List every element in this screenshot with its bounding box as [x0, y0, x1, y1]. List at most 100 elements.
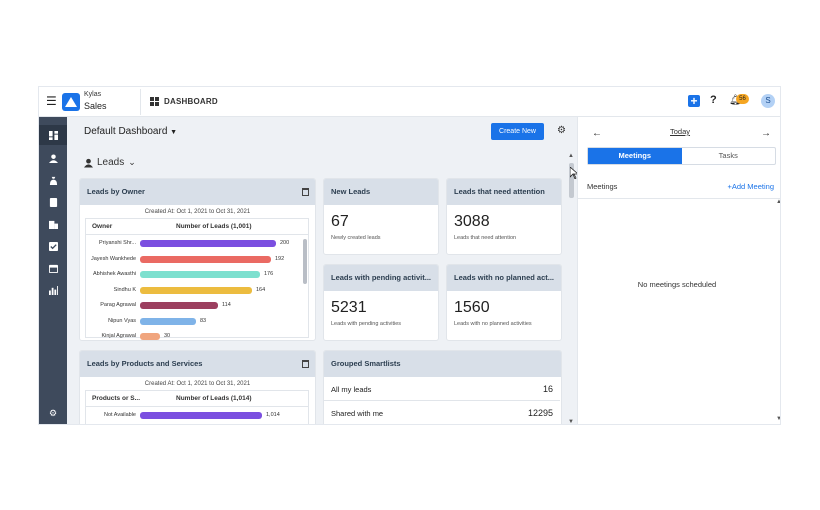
gear-icon[interactable]: ⚙ — [557, 125, 566, 136]
card-header: Leads by Owner — [80, 179, 315, 205]
bar[interactable] — [140, 317, 196, 325]
scroll-thumb[interactable] — [303, 239, 307, 284]
bar-row[interactable]: Kinjal Agrawal 30 — [86, 331, 306, 340]
bar[interactable] — [140, 240, 276, 247]
avatar[interactable]: S — [761, 94, 775, 108]
grouped-smartlists-card: Grouped Smartlists All my leads 16 Share… — [323, 350, 562, 424]
bar-value: 164 — [256, 286, 266, 293]
nav-deals-icon[interactable] — [39, 170, 67, 190]
metric-value: 67 — [331, 213, 349, 230]
card-header: Grouped Smartlists — [324, 351, 561, 377]
bar-label: Kinjal Agrawal — [101, 333, 136, 339]
help-icon[interactable]: ? — [710, 94, 717, 106]
bar[interactable] — [140, 412, 262, 419]
divider — [578, 198, 780, 199]
panel-scrollbar[interactable]: ▲ ▼ — [775, 199, 780, 424]
arrow-right-icon[interactable]: → — [761, 128, 771, 139]
bar-value: 83 — [200, 317, 207, 324]
nav-leads-icon[interactable] — [39, 148, 67, 168]
bar-value: 1,014 — [266, 412, 280, 418]
bell-icon[interactable]: 🔔︎ — [729, 95, 742, 106]
calendar-icon[interactable] — [302, 360, 309, 368]
metric-value: 1560 — [454, 299, 490, 316]
dashboard-selector[interactable]: Default Dashboard ▼ — [84, 126, 177, 137]
bar[interactable] — [140, 286, 252, 294]
main-content: Default Dashboard ▼ Create New ⚙ Leads ⌄… — [67, 117, 578, 425]
create-new-button[interactable]: Create New — [491, 123, 544, 140]
bar-label: Sindhu K — [113, 286, 136, 293]
nav-contacts-icon[interactable] — [39, 192, 67, 212]
bar-row[interactable]: Priyanshi Shr... 200 — [86, 238, 306, 250]
smartlist-count: 16 — [542, 384, 553, 394]
bar-row[interactable]: Nipun Vyas 83 — [86, 316, 306, 328]
smartlist-count: 12295 — [527, 408, 553, 418]
scroll-down-icon[interactable]: ▼ — [776, 416, 780, 422]
smartlist-row[interactable]: All my leads 16 — [324, 377, 560, 401]
date-range: Created At: Oct 1, 2021 to Oct 31, 2021 — [144, 209, 251, 215]
bar-value: 192 — [275, 255, 285, 262]
nav-dashboard-icon[interactable] — [39, 125, 67, 145]
bar-row[interactable]: Sindhu K 164 — [86, 285, 306, 297]
bar-row[interactable]: Jayesh Wankhede 192 — [86, 254, 306, 266]
scroll-thumb[interactable] — [569, 163, 574, 198]
column-count: Number of Leads (1,014) — [176, 395, 252, 402]
menu-icon[interactable]: ☰ — [46, 94, 57, 108]
plus-icon: + — [727, 182, 732, 191]
card-header: Leads that need attention — [447, 179, 561, 205]
card-header: Leads with no planned act... — [447, 265, 561, 291]
today-link[interactable]: Today — [670, 127, 691, 136]
app-window: ☰ Kylas Sales DASHBOARD + ? 🔔︎ 56 S — [38, 86, 781, 425]
bar[interactable] — [140, 271, 260, 278]
bar-label: Abhishek Awasthi — [92, 271, 136, 277]
entity-selector[interactable]: Leads ⌄ — [84, 157, 136, 168]
nav-tasks-icon[interactable] — [39, 236, 67, 256]
no-planned-activities-card[interactable]: Leads with no planned act... 1560 Leads … — [446, 264, 562, 341]
bar[interactable] — [140, 333, 160, 340]
brand-name: Kylas — [84, 91, 102, 98]
bar-row[interactable]: Not Available 1,014 — [86, 410, 306, 422]
column-count: Number of Leads (1,001) — [176, 223, 252, 230]
scroll-up-icon[interactable]: ▲ — [776, 199, 780, 205]
card-header: Leads with pending activit... — [324, 265, 438, 291]
table-header: Owner Number of Leads (1,001) — [86, 219, 308, 235]
bar-value: 176 — [264, 271, 274, 277]
dashboard-icon — [150, 97, 159, 106]
bar-value: 200 — [280, 240, 290, 246]
bar-value: 30 — [164, 333, 171, 339]
panel-tabs: Meetings Tasks — [587, 147, 776, 165]
smartlist-row[interactable]: Shared with me 12295 — [324, 401, 560, 424]
kylas-logo[interactable] — [62, 93, 80, 111]
nav-companies-icon[interactable] — [39, 214, 67, 234]
bar-row[interactable]: Parag Agrawal 114 — [86, 300, 306, 312]
bar-row[interactable]: Abhishek Awasthi 176 — [86, 269, 306, 281]
entity-label: Leads — [97, 157, 125, 168]
bar[interactable] — [140, 255, 271, 263]
bar-label: Nipun Vyas — [108, 317, 136, 324]
scroll-up-icon[interactable]: ▲ — [568, 153, 574, 159]
add-meeting-link[interactable]: +Add Meeting — [727, 182, 774, 191]
owner-table: Owner Number of Leads (1,001) Priyanshi … — [85, 218, 309, 340]
metric-caption: Leads that need attention — [454, 235, 517, 241]
card-header: Leads by Products and Services — [80, 351, 315, 377]
main-scrollbar[interactable]: ▲ ▼ — [567, 153, 575, 425]
column-owner: Owner — [92, 223, 113, 230]
tab-tasks[interactable]: Tasks — [718, 151, 738, 160]
tab-meetings[interactable]: Meetings — [588, 148, 682, 164]
nav-reports-icon[interactable] — [39, 280, 67, 300]
new-leads-card[interactable]: New Leads 67 Newly created leads — [323, 178, 439, 255]
attention-card[interactable]: Leads that need attention 3088 Leads tha… — [446, 178, 562, 255]
scroll-down-icon[interactable]: ▼ — [568, 419, 574, 425]
arrow-left-icon[interactable]: ← — [592, 128, 602, 139]
nav-settings-icon[interactable]: ⚙ — [48, 407, 58, 418]
table-scrollbar[interactable] — [302, 235, 308, 330]
bar[interactable] — [140, 302, 218, 309]
quick-add-button[interactable]: + — [688, 95, 700, 107]
bar-value: 114 — [222, 302, 231, 308]
card-title: Leads by Products and Services — [87, 359, 203, 368]
calendar-icon[interactable] — [302, 188, 309, 196]
nav-calendar-icon[interactable] — [39, 258, 67, 278]
divider — [140, 89, 141, 115]
smartlist-name: Shared with me — [331, 409, 384, 418]
meetings-label: Meetings — [587, 182, 618, 191]
pending-activities-card[interactable]: Leads with pending activit... 5231 Leads… — [323, 264, 439, 341]
